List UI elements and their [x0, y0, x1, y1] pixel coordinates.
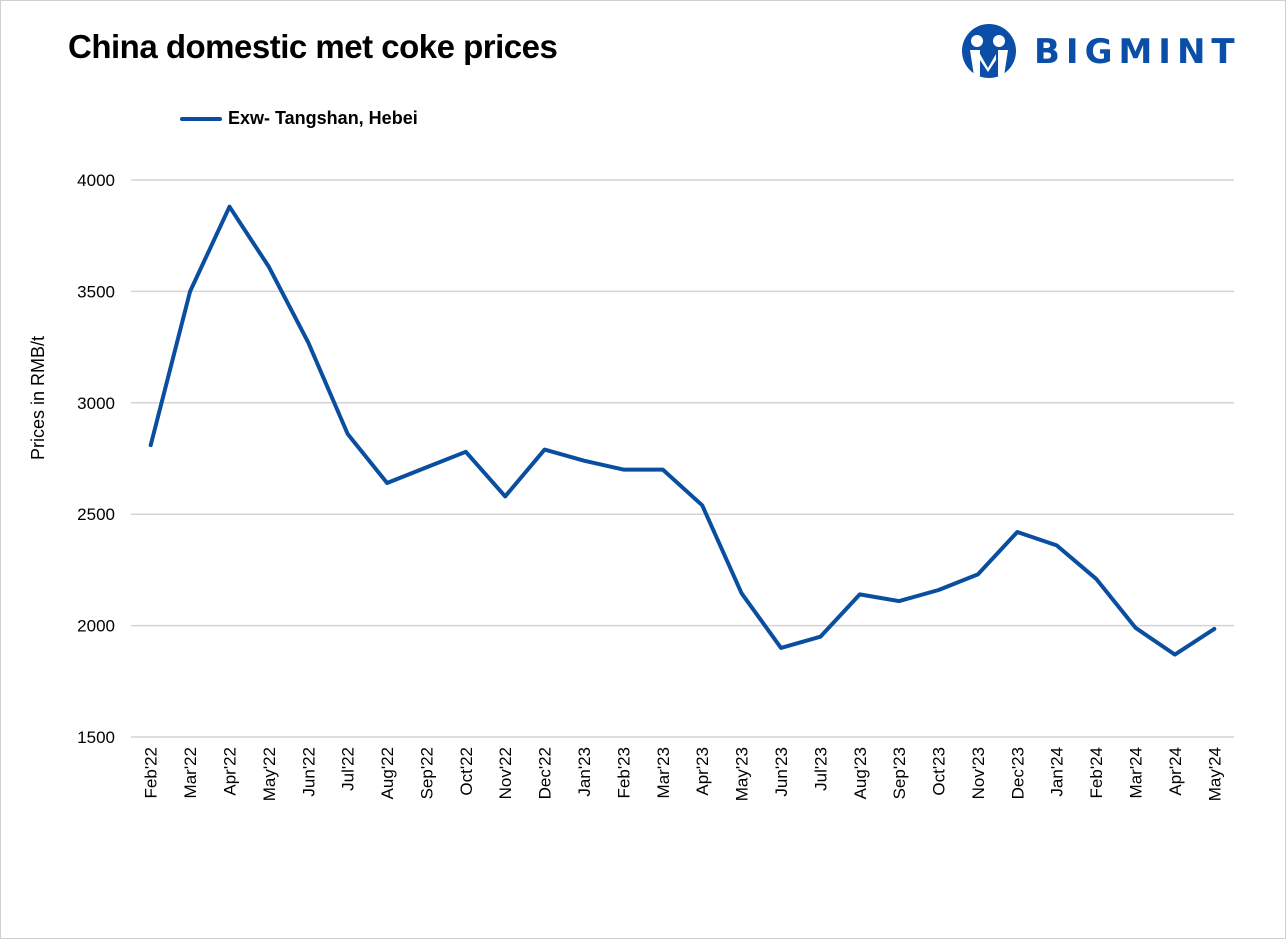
legend: Exw- Tangshan, Hebei: [180, 108, 418, 129]
y-tick-label: 4000: [77, 171, 115, 190]
x-tick-label: May'24: [1205, 747, 1224, 801]
x-tick-label: Jul'22: [339, 747, 358, 791]
bigmint-logo: BIGMINT: [960, 24, 1260, 80]
x-tick-label: Feb'24: [1087, 747, 1106, 798]
x-tick-label: Feb'23: [614, 747, 633, 798]
legend-swatch: [180, 116, 222, 121]
x-tick-label: May'22: [260, 747, 279, 801]
y-tick-label: 3500: [77, 282, 115, 301]
y-tick-label: 3000: [77, 394, 115, 413]
x-tick-label: Oct'23: [930, 747, 949, 796]
x-tick-label: Oct'22: [457, 747, 476, 796]
x-tick-label: Jun'22: [299, 747, 318, 797]
x-tick-label: Apr'23: [693, 747, 712, 796]
logo-text: BIGMINT: [1034, 32, 1241, 72]
x-tick-label: May'23: [733, 747, 752, 801]
series-line: [148, 204, 1217, 657]
y-tick-label: 2500: [77, 505, 115, 524]
x-tick-label: Apr'24: [1166, 747, 1185, 796]
x-tick-label: Feb'22: [142, 747, 161, 798]
x-tick-label: Aug'22: [378, 747, 397, 799]
x-tick-label: Sep'23: [890, 747, 909, 799]
x-tick-label: Sep'22: [417, 747, 436, 799]
y-tick-label: 1500: [77, 728, 115, 747]
x-tick-label: Mar'24: [1127, 747, 1146, 798]
x-tick-label: Mar'23: [654, 747, 673, 798]
x-tick-label: Jan'23: [575, 747, 594, 797]
y-axis-label: Prices in RMB/t: [28, 336, 48, 460]
legend-label: Exw- Tangshan, Hebei: [228, 108, 418, 128]
chart-title: China domestic met coke prices: [68, 28, 558, 65]
x-tick-label: Jul'23: [811, 747, 830, 791]
x-tick-label: Aug'23: [851, 747, 870, 799]
x-tick-label: Nov'23: [969, 747, 988, 799]
x-tick-label: Jun'23: [772, 747, 791, 797]
x-tick-label: Dec'23: [1008, 747, 1027, 799]
x-tick-label: Mar'22: [181, 747, 200, 798]
x-tick-label: Dec'22: [536, 747, 555, 799]
x-tick-label: Nov'22: [496, 747, 515, 799]
x-tick-label: Apr'22: [220, 747, 239, 796]
y-tick-label: 2000: [77, 617, 115, 636]
x-tick-label: Jan'24: [1048, 747, 1067, 797]
logo-emblem-icon: [962, 24, 1016, 78]
